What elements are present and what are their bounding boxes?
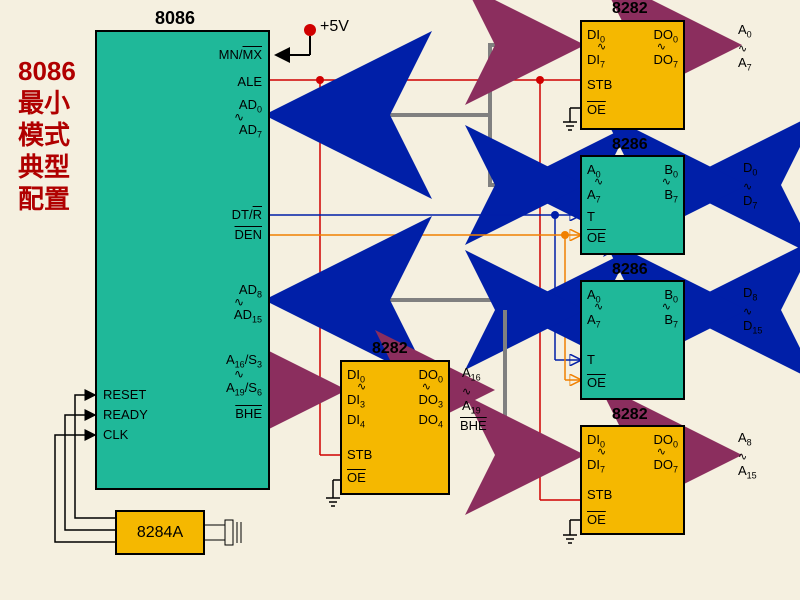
latch-top-block: DI0 ∿ DI7 DO0 ∿ DO7 STB OE — [580, 20, 685, 130]
out-bhe: BHE — [460, 418, 487, 433]
pin-reset: RESET — [103, 387, 146, 402]
out-a8a15: A8∿A15 — [738, 430, 757, 480]
pin-den: DEN — [235, 227, 262, 242]
xcvr1-block: A0 ∿ A7 B0 ∿ B7 T OE — [580, 155, 685, 255]
pin-ready: READY — [103, 407, 148, 422]
pin-ad7: AD7 — [239, 122, 262, 140]
cpu-name: 8086 — [155, 8, 195, 29]
pin-ad15: AD15 — [234, 307, 262, 325]
latch-mid-block: DI0 ∿ DI3 DI4 DO0 ∿ DO3 DO4 STB OE — [340, 360, 450, 495]
latch-bot-name: 8282 — [612, 406, 648, 424]
cpu-block: MN/MX ALE AD0 ∿ AD7 DT/R DEN AD8 ∿ AD15 … — [95, 30, 270, 490]
pin-a16s3: A16/S3 — [226, 352, 262, 370]
pin-bhe: BHE — [235, 406, 262, 421]
pin-dtr: DT/R — [232, 207, 262, 222]
xcvr2-name: 8286 — [612, 261, 648, 279]
pin-clk: CLK — [103, 427, 128, 442]
latch-mid-name: 8282 — [372, 340, 408, 358]
pin-mnmx: MN/MX — [219, 47, 262, 62]
clock-gen-block: 8284A — [115, 510, 205, 555]
pin-a19s6: A19/S6 — [226, 380, 262, 398]
pin-ale: ALE — [237, 74, 262, 89]
latch-top-name: 8282 — [612, 0, 648, 18]
out-d8d15: D8∿D15 — [743, 285, 762, 335]
diagram-title: 8086最小模式典型配置 — [18, 55, 76, 215]
out-a16a19: A16∿A19 — [462, 365, 481, 415]
xcvr1-name: 8286 — [612, 136, 648, 154]
out-d0d7: D0∿D7 — [743, 160, 757, 210]
xcvr2-block: A0 ∿ A7 B0 ∿ B7 T OE — [580, 280, 685, 400]
latch-bot-block: DI0 ∿ DI7 DO0 ∿ DO7 STB OE — [580, 425, 685, 535]
vcc-label: +5V — [320, 18, 349, 36]
out-a0a7: A0∿A7 — [738, 22, 752, 72]
